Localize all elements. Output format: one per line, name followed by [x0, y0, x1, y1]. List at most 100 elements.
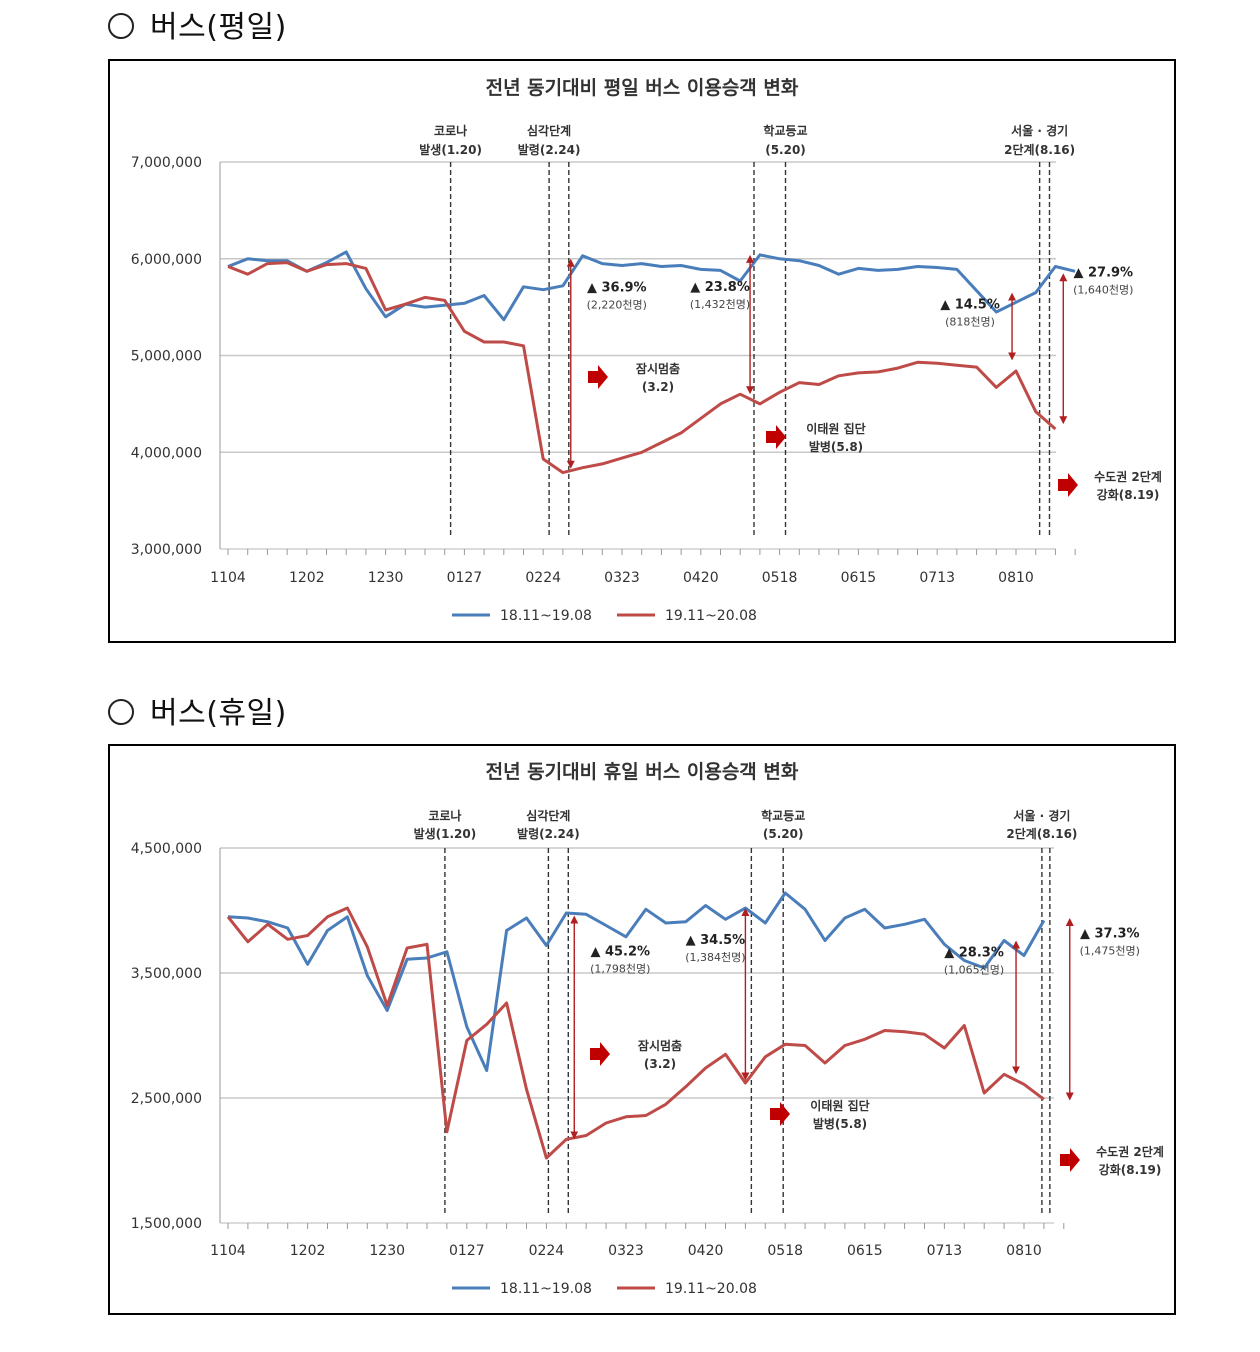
- red-arrow-icon: [590, 1042, 610, 1066]
- red-arrow-icon: [770, 1102, 790, 1126]
- section-heading-weekday: 버스(평일): [108, 2, 287, 46]
- event-marker-label: 잠시멈춤: [636, 361, 680, 376]
- gap-amount-label: (1,475천명): [1080, 943, 1140, 957]
- event-marker-label: 수도권 2단계: [1096, 1144, 1164, 1159]
- series-line-2: [226, 906, 1045, 1160]
- event-label: 발생(1.20): [414, 826, 477, 841]
- gap-percent-label: ▲ 28.3%: [944, 946, 1004, 961]
- event-label: 서울 · 경기: [1011, 123, 1068, 138]
- y-tick-label: 1,500,000: [131, 1216, 202, 1232]
- section-heading-holiday: 버스(휴일): [108, 688, 287, 732]
- legend-label: 19.11~20.08: [665, 608, 757, 624]
- legend-label: 19.11~20.08: [665, 1281, 757, 1297]
- legend-label: 18.11~19.08: [500, 608, 592, 624]
- x-tick-label: 0420: [683, 570, 719, 586]
- event-marker-label: 이태원 집단: [806, 421, 865, 436]
- x-tick-label: 1104: [210, 1243, 246, 1259]
- gap-amount-label: (1,432천명): [690, 297, 750, 311]
- x-tick-label: 0810: [998, 570, 1034, 586]
- x-tick-label: 1230: [369, 1243, 405, 1259]
- series-line-1: [227, 891, 1046, 1072]
- x-tick-label: 1230: [368, 570, 404, 586]
- event-marker-label: (3.2): [644, 1057, 676, 1071]
- chart-frame-weekday: 전년 동기대비 평일 버스 이용승객 변화 3,000,000 4,000,000 5…: [108, 59, 1176, 643]
- red-arrow-icon: [766, 425, 786, 449]
- legend-label: 18.11~19.08: [500, 1281, 592, 1297]
- event-label: 심각단계: [527, 123, 571, 138]
- gap-percent-label: ▲ 27.9%: [1073, 266, 1133, 281]
- chart-title: 전년 동기대비 평일 버스 이용승객 변화: [486, 77, 799, 99]
- event-label: 학교등교: [761, 808, 805, 823]
- x-tick-label: 0713: [919, 570, 955, 586]
- x-tick-label: 0810: [1006, 1243, 1042, 1259]
- y-tick-label: 6,000,000: [131, 252, 202, 268]
- x-tick-label: 1202: [290, 1243, 326, 1259]
- gap-percent-label: ▲ 23.8%: [690, 280, 750, 295]
- series-line-2: [227, 261, 1057, 475]
- holiday-bus-chart: 전년 동기대비 휴일 버스 이용승객 변화 1,500,000 2,500,000 3…: [131, 761, 1164, 1297]
- x-tick-label: 0713: [927, 1243, 963, 1259]
- gap-amount-label: (2,220천명): [587, 298, 647, 312]
- event-label: (5.20): [765, 143, 806, 157]
- gap-percent-label: ▲ 14.5%: [940, 298, 1000, 313]
- event-label: 2단계(8.16): [1004, 142, 1075, 157]
- x-tick-label: 1202: [289, 570, 325, 586]
- circle-bullet-icon: [108, 699, 134, 725]
- gap-amount-label: (1,798천명): [590, 961, 650, 975]
- x-tick-label: 0224: [525, 570, 561, 586]
- x-tick-label: 0224: [529, 1243, 565, 1259]
- x-tick-label: 0615: [841, 570, 877, 586]
- y-tick-label: 5,000,000: [131, 349, 202, 365]
- event-label: 코로나: [434, 123, 467, 138]
- x-tick-label: 0518: [762, 570, 798, 586]
- gap-amount-label: (1,384천명): [685, 950, 745, 964]
- red-arrow-icon: [588, 365, 608, 389]
- chart-title: 전년 동기대비 휴일 버스 이용승객 변화: [486, 761, 799, 783]
- gap-percent-label: ▲ 34.5%: [686, 933, 746, 948]
- event-label: (5.20): [763, 827, 804, 841]
- chart-frame-holiday: 전년 동기대비 휴일 버스 이용승객 변화 1,500,000 2,500,000 3…: [108, 744, 1176, 1315]
- x-tick-label: 0420: [688, 1243, 724, 1259]
- event-marker-label: 발병(5.8): [813, 1116, 867, 1131]
- event-marker-label: 강화(8.19): [1099, 1162, 1162, 1177]
- x-tick-label: 0615: [847, 1243, 883, 1259]
- x-tick-label: 1104: [210, 570, 246, 586]
- y-tick-label: 4,500,000: [131, 841, 202, 857]
- event-marker-label: 강화(8.19): [1097, 487, 1160, 502]
- weekday-bus-chart: 전년 동기대비 평일 버스 이용승객 변화 3,000,000 4,000,000 5…: [131, 77, 1162, 624]
- y-tick-label: 3,000,000: [131, 542, 202, 558]
- red-arrow-icon: [1060, 1148, 1080, 1172]
- event-label: 코로나: [428, 808, 461, 823]
- event-label: 서울 · 경기: [1013, 808, 1070, 823]
- circle-bullet-icon: [108, 13, 134, 39]
- y-tick-label: 7,000,000: [131, 155, 202, 171]
- event-marker-label: (3.2): [642, 380, 674, 394]
- event-label: 발생(1.20): [419, 142, 482, 157]
- event-label: 발령(2.24): [517, 826, 580, 841]
- gap-amount-label: (1,065천명): [944, 963, 1004, 977]
- x-tick-label: 0518: [767, 1243, 803, 1259]
- event-marker-label: 잠시멈춤: [638, 1038, 682, 1053]
- event-marker-label: 발병(5.8): [809, 439, 863, 454]
- series-line-1: [227, 250, 1076, 322]
- x-tick-label: 0323: [608, 1243, 644, 1259]
- red-arrow-icon: [1058, 473, 1078, 497]
- gap-percent-label: ▲ 36.9%: [587, 281, 647, 296]
- gap-percent-label: ▲ 37.3%: [1080, 926, 1140, 941]
- event-marker-label: 수도권 2단계: [1094, 469, 1162, 484]
- event-label: 학교등교: [763, 123, 807, 138]
- section-heading-text: 버스(휴일): [150, 696, 287, 731]
- y-tick-label: 3,500,000: [131, 966, 202, 982]
- section-heading-text: 버스(평일): [150, 10, 287, 45]
- event-label: 심각단계: [526, 808, 570, 823]
- gap-amount-label: (1,640천명): [1073, 283, 1133, 297]
- y-tick-label: 4,000,000: [131, 445, 202, 461]
- x-tick-label: 0127: [449, 1243, 485, 1259]
- x-tick-label: 0323: [604, 570, 640, 586]
- y-tick-label: 2,500,000: [131, 1091, 202, 1107]
- event-marker-label: 이태원 집단: [810, 1098, 869, 1113]
- event-label: 발령(2.24): [518, 142, 581, 157]
- event-label: 2단계(8.16): [1006, 826, 1077, 841]
- x-tick-label: 0127: [447, 570, 483, 586]
- gap-amount-label: (818천명): [945, 315, 995, 329]
